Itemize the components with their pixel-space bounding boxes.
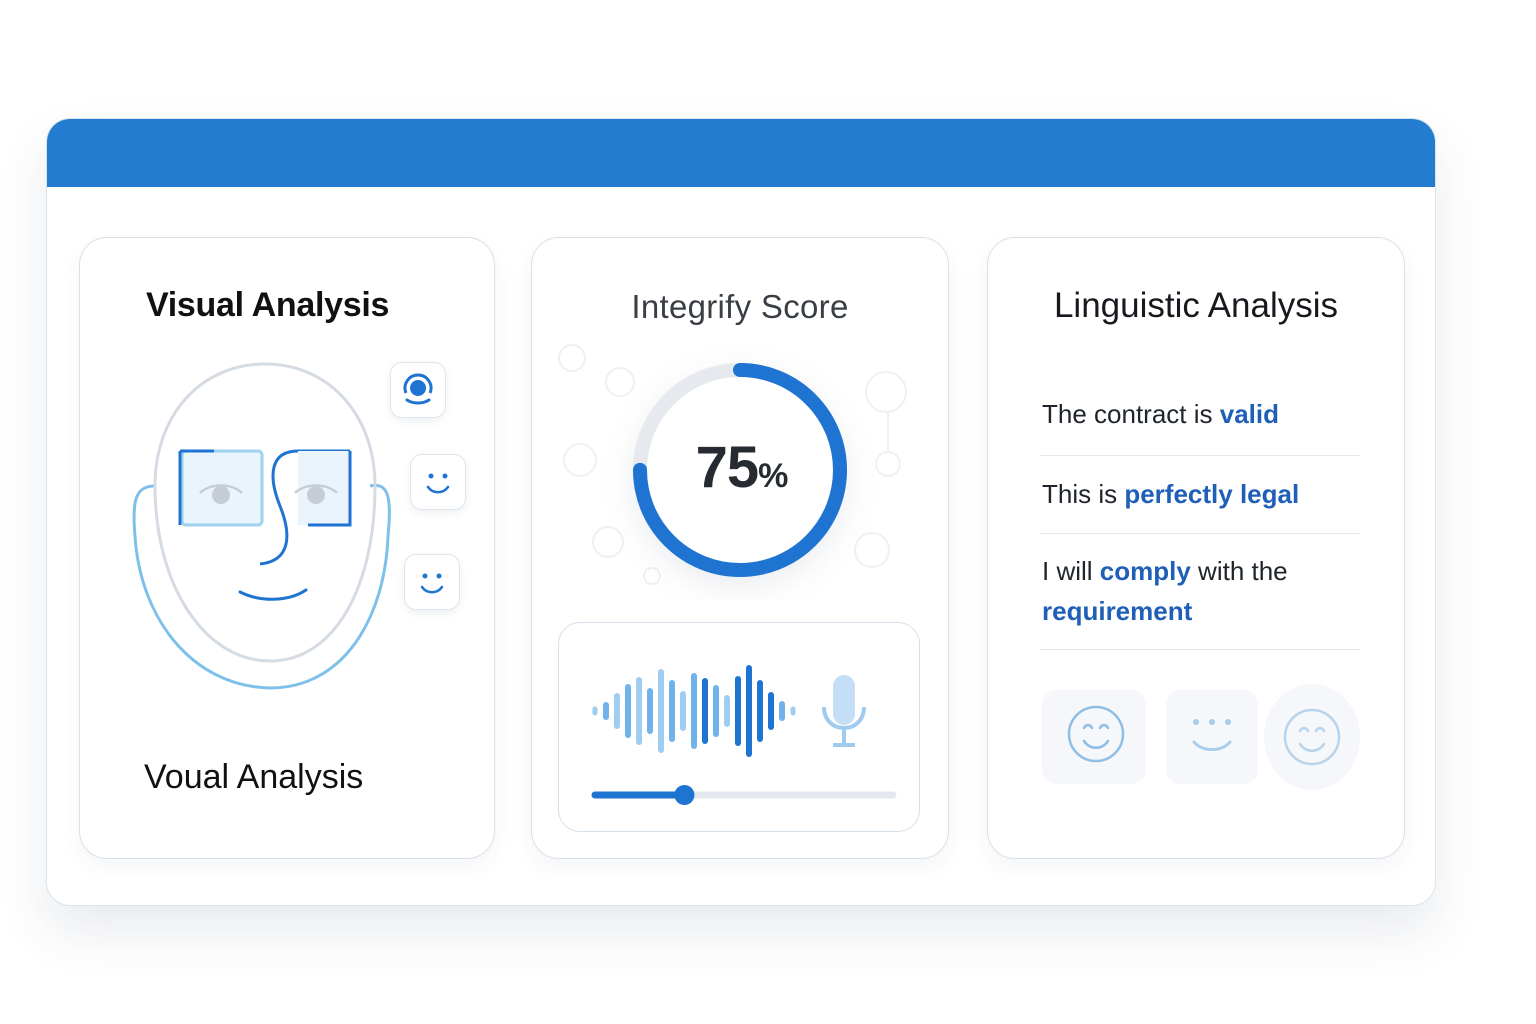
score-title: Integrify Score xyxy=(631,288,849,325)
smiley-face-icon xyxy=(1067,705,1125,763)
phrase-item: The contract is valid xyxy=(1042,394,1360,434)
visual-analysis-title: Visual Analysis xyxy=(146,286,390,324)
focus-target-icon xyxy=(403,373,433,405)
linguistic-analysis-title: Linguistic Analysis xyxy=(1053,286,1339,325)
emotion-option[interactable] xyxy=(1264,684,1360,790)
score-gauge xyxy=(558,344,907,585)
phrase-text: with the xyxy=(1190,556,1288,586)
emotion-option[interactable] xyxy=(1166,690,1258,784)
phrase-text: This is xyxy=(1042,479,1125,509)
voice-analysis-graphic xyxy=(591,665,897,805)
score-value: 75% xyxy=(632,434,852,501)
score-gauge-arc xyxy=(633,363,847,577)
smiley-face-icon xyxy=(426,473,450,494)
voice-progress-knob[interactable] xyxy=(674,785,695,805)
face-scan-icon xyxy=(132,362,391,690)
focus-target-chip[interactable] xyxy=(390,362,446,418)
divider xyxy=(1040,649,1360,650)
visual-analysis-card: Visual Analysis xyxy=(79,237,495,859)
waveform-icon xyxy=(592,665,796,757)
smiley-chip[interactable] xyxy=(404,554,460,610)
microphone-icon[interactable] xyxy=(822,675,866,747)
integrify-score-card: Integrify Score 75% xyxy=(531,237,949,859)
phrase-highlight: requirement xyxy=(1042,596,1193,626)
smiley-chip[interactable] xyxy=(410,454,466,510)
divider xyxy=(1040,455,1360,456)
score-number: 75 xyxy=(695,435,760,500)
visual-analysis-caption: Voual Analysis xyxy=(144,758,364,796)
phrase-text: I will xyxy=(1042,556,1100,586)
app-window: Visual Analysis xyxy=(46,118,1436,906)
title-bar xyxy=(47,119,1435,187)
smiley-face-icon xyxy=(1192,719,1232,751)
phrase-highlight: valid xyxy=(1219,399,1279,429)
phrase-item: This is perfectly legal xyxy=(1042,474,1360,514)
smiley-face-icon xyxy=(420,573,444,594)
score-unit: % xyxy=(758,457,789,495)
phrase-item: I will comply with the requirement xyxy=(1042,551,1360,631)
phrase-highlight: perfectly legal xyxy=(1124,479,1300,509)
phrase-highlight: comply xyxy=(1099,556,1191,586)
voice-analysis-panel xyxy=(558,622,920,832)
phrase-text: The contract is xyxy=(1042,399,1220,429)
divider xyxy=(1040,533,1360,534)
linguistic-analysis-card: Linguistic Analysis The contract is vali… xyxy=(987,237,1405,859)
smiley-face-icon xyxy=(1283,708,1341,766)
emotion-option[interactable] xyxy=(1042,690,1146,784)
